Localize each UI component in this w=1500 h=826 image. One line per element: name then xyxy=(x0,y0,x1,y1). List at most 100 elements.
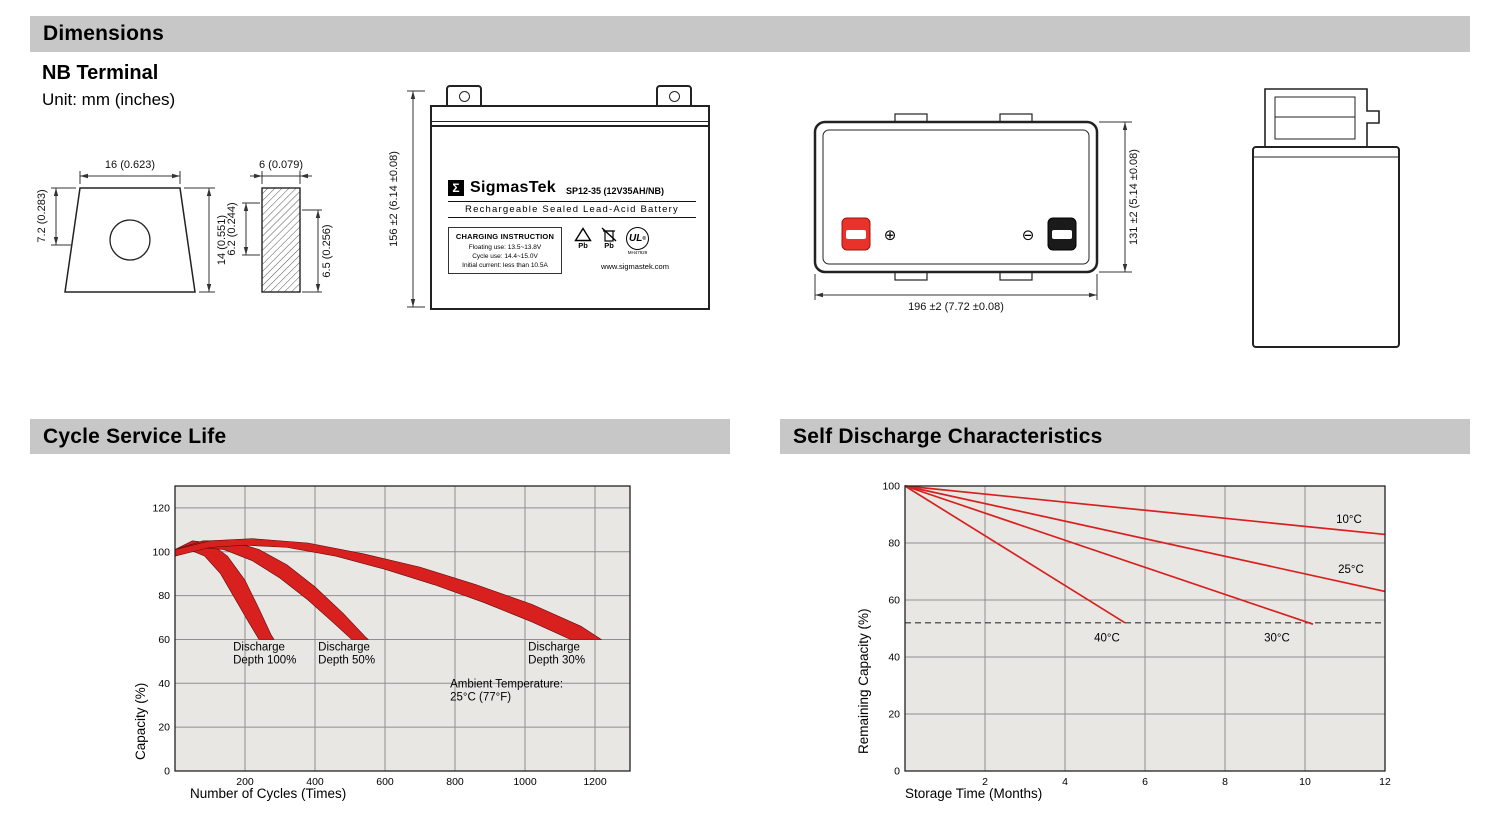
svg-text:100: 100 xyxy=(152,546,170,558)
svg-text:Ambient Temperature:25°C (77°F: Ambient Temperature: 25°C (77°F) xyxy=(450,679,563,704)
battery-front-view: Σ SigmasTek SP12-35 (12V35AH/NB) Recharg… xyxy=(430,85,710,310)
svg-text:10°C: 10°C xyxy=(1336,514,1362,526)
svg-text:10: 10 xyxy=(1299,776,1311,788)
ul-mark: UL ® MH47929 xyxy=(626,227,649,255)
battery-top-inner-outline xyxy=(822,129,1090,265)
label-icons-row: Pb Pb UL ® xyxy=(574,227,696,255)
svg-text:2: 2 xyxy=(982,776,988,788)
battery-top-view-drawing: ⊕ ⊖ 131 ±2 (5.14 ±0.08) 196 ±2 (7.72 ±0.… xyxy=(813,113,1140,313)
svg-text:20: 20 xyxy=(158,722,170,734)
side-view-lid-inner xyxy=(1274,96,1356,140)
ul-letters: UL xyxy=(628,233,643,244)
svg-text:0: 0 xyxy=(164,766,170,778)
svg-text:100: 100 xyxy=(882,481,900,493)
cycle-chart-y-axis-label: Capacity (%) xyxy=(133,682,148,760)
self-discharge-title: Self Discharge Characteristics xyxy=(793,425,1103,448)
terminal-front-drawing: 16 (0.623) 7.2 (0.283) 14 (0.551) xyxy=(36,159,228,293)
label-icons-column: Pb Pb UL ® xyxy=(562,227,696,274)
battery-height-dim: 156 ±2 (6.14 ±0.08) xyxy=(388,151,400,247)
recycle-pb-mark: Pb xyxy=(574,227,592,250)
battery-body-label: Σ SigmasTek SP12-35 (12V35AH/NB) Recharg… xyxy=(430,125,710,310)
top-view-depth-dim: 131 ±2 (5.14 ±0.08) xyxy=(1128,149,1140,245)
terminal-slot xyxy=(1052,230,1072,239)
terminal-upper-height-dim: 7.2 (0.283) xyxy=(36,189,48,242)
model-number: SP12-35 (12V35AH/NB) xyxy=(566,186,665,196)
label-lower-area: CHARGING INSTRUCTION Floating use: 13.5~… xyxy=(448,227,696,275)
svg-text:20: 20 xyxy=(888,709,900,721)
battery-top-outline xyxy=(813,120,1099,274)
dimensions-section-header: Dimensions xyxy=(30,16,1470,52)
battery-lid xyxy=(430,105,710,127)
battery-terminal-post-left xyxy=(446,85,482,107)
svg-text:200: 200 xyxy=(236,776,254,788)
battery-type-line: Rechargeable Sealed Lead-Acid Battery xyxy=(448,201,696,218)
pb-label: Pb xyxy=(604,241,614,250)
svg-text:120: 120 xyxy=(152,502,170,514)
sigmastek-logo-icon: Σ xyxy=(448,180,464,196)
svg-text:6: 6 xyxy=(1142,776,1148,788)
svg-text:1200: 1200 xyxy=(583,776,607,788)
recycle-icon xyxy=(574,227,592,242)
cycle-service-life-chart: 200 400 600 800 1000 1200 0 20 40 60 80 100 120 Disch… xyxy=(152,485,631,788)
dimensions-title: Dimensions xyxy=(43,22,165,45)
self-discharge-chart: 10°C 25°C 40°C 30°C 2 4 6 8 10 12 0 20 40 60 80 100 xyxy=(882,481,1391,789)
ul-icon: UL ® xyxy=(626,227,649,250)
ul-file-number: MH47929 xyxy=(627,250,648,255)
brand-row: Σ SigmasTek SP12-35 (12V35AH/NB) xyxy=(448,179,696,197)
terminal-post-circle xyxy=(668,90,680,102)
charging-title: CHARGING INSTRUCTION xyxy=(455,232,555,241)
website-url: www.sigmastek.com xyxy=(601,262,669,272)
self-discharge-y-axis-label: Remaining Capacity (%) xyxy=(856,608,871,754)
battery-terminal-post-right xyxy=(656,85,692,107)
top-view-width-dim: 196 ±2 (7.72 ±0.08) xyxy=(908,301,1004,313)
terminal-section-drawing: 6 (0.079) 6.2 (0.244) 6.5 (0.256) xyxy=(226,159,333,293)
self-discharge-x-axis-label: Storage Time (Months) xyxy=(905,786,1043,801)
circled-minus-symbol: ⊖ xyxy=(1022,227,1035,244)
terminal-height-dim: 14 (0.551) xyxy=(216,215,228,265)
cycle-service-life-header: Cycle Service Life xyxy=(30,419,730,454)
section-width-dim: 6 (0.079) xyxy=(259,159,303,171)
svg-text:40: 40 xyxy=(888,652,900,664)
self-discharge-header: Self Discharge Characteristics xyxy=(780,419,1470,454)
section-left-dim: 6.2 (0.244) xyxy=(226,202,238,255)
svg-text:30°C: 30°C xyxy=(1264,632,1290,644)
svg-text:8: 8 xyxy=(1222,776,1228,788)
section-right-dim: 6.5 (0.256) xyxy=(321,224,333,277)
charging-floating-use: Floating use: 13.5~13.8V xyxy=(468,244,542,251)
terminal-section-hatched-body xyxy=(261,187,301,293)
svg-text:0: 0 xyxy=(894,766,900,778)
crossed-bin-icon xyxy=(601,227,617,242)
svg-text:25°C: 25°C xyxy=(1338,564,1364,576)
cycle-chart-x-axis-label: Number of Cycles (Times) xyxy=(190,786,347,801)
battery-side-view-drawing xyxy=(1252,88,1400,348)
svg-text:4: 4 xyxy=(1062,776,1068,788)
svg-text:40: 40 xyxy=(158,678,170,690)
pb-label: Pb xyxy=(578,241,588,250)
terminal-hole xyxy=(109,219,151,261)
brand-name: SigmasTek xyxy=(470,179,556,196)
svg-text:80: 80 xyxy=(158,590,170,602)
side-view-body xyxy=(1252,146,1400,348)
svg-text:60: 60 xyxy=(888,595,900,607)
svg-text:80: 80 xyxy=(888,538,900,550)
cycle-service-life-title: Cycle Service Life xyxy=(43,425,227,448)
nb-terminal-title: NB Terminal xyxy=(42,62,159,84)
battery-front-height-dimension: 156 ±2 (6.14 ±0.08) xyxy=(388,90,425,308)
terminal-post-circle xyxy=(458,90,470,102)
side-view-lid xyxy=(1264,88,1380,148)
charging-instruction-box: CHARGING INSTRUCTION Floating use: 13.5~… xyxy=(448,227,562,275)
svg-text:60: 60 xyxy=(158,634,170,646)
circled-plus-symbol: ⊕ xyxy=(884,227,897,244)
svg-text:1000: 1000 xyxy=(513,776,537,788)
charging-cycle-use: Cycle use: 14.4~15.0V xyxy=(472,252,538,260)
no-trash-pb-mark: Pb xyxy=(601,227,617,250)
terminal-slot xyxy=(846,230,866,239)
svg-text:800: 800 xyxy=(446,776,464,788)
svg-text:40°C: 40°C xyxy=(1094,632,1120,644)
svg-text:12: 12 xyxy=(1379,776,1391,788)
terminal-width-dim: 16 (0.623) xyxy=(105,159,155,171)
